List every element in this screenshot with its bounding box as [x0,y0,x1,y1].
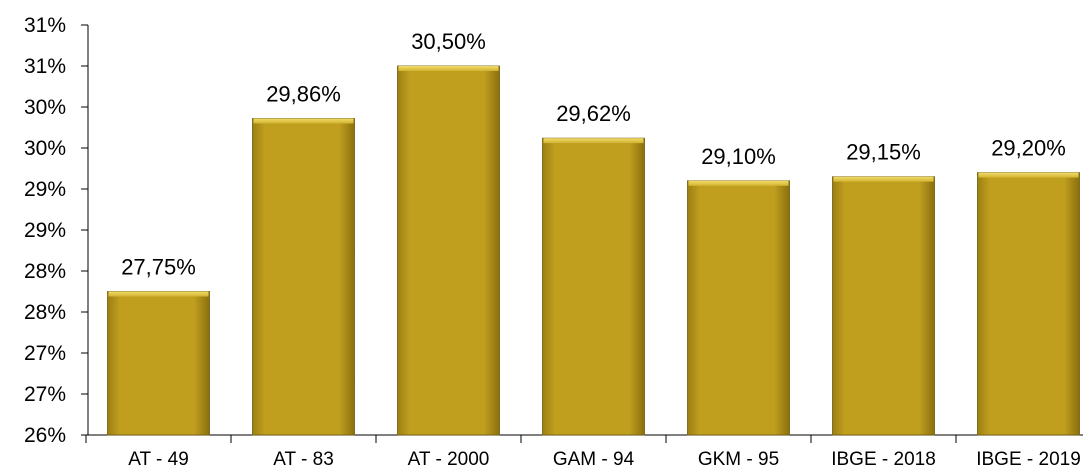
bar [978,173,1080,435]
bar [108,292,210,436]
bar [688,181,790,435]
y-tick-label: 29% [24,219,66,242]
x-tick-label: AT - 83 [273,449,334,470]
y-tick-label: 28% [24,260,66,283]
bar-highlight [689,181,789,186]
y-axis: 26% 27% 27% 28% 28% 29% 29% 30% 30% 31% 31% [24,14,88,447]
data-label: 29,20% [991,136,1066,161]
bar-highlight [834,177,934,182]
y-tick-label: 30% [24,96,66,119]
y-tick-label: 27% [24,383,66,406]
bar-highlight [399,66,499,71]
x-tick-label: IBGE - 2019 [976,449,1081,470]
x-tick-label: GKM - 95 [698,449,779,470]
y-tick-label: 28% [24,301,66,324]
y-tick-label: 26% [24,424,66,447]
bar [543,138,645,435]
bar-highlight [109,292,209,297]
bar-highlight [979,173,1079,178]
y-tick-label: 30% [24,137,66,160]
y-tick-label: 29% [24,178,66,201]
y-tick-label: 31% [24,55,66,78]
x-tick-label: AT - 49 [128,449,189,470]
bar-highlight [544,138,644,143]
data-label: 29,10% [701,144,776,169]
x-axis: AT - 49 AT - 83 AT - 2000 GAM - 94 GKM - 95 I… [86,435,1083,470]
bar [398,66,500,435]
x-tick-label: IBGE - 2018 [831,449,936,470]
bar [833,177,935,435]
bar-highlight [254,118,354,123]
x-tick-label: GAM - 94 [553,449,635,470]
bar [253,118,355,435]
y-tick-label: 27% [24,342,66,365]
data-label: 29,86% [266,81,341,106]
data-label: 29,15% [846,140,921,165]
y-tick-label: 31% [24,14,66,37]
data-label: 27,75% [121,255,196,280]
data-label: 30,50% [411,29,486,54]
x-tick-label: AT - 2000 [408,449,490,470]
data-label: 29,62% [556,101,631,126]
